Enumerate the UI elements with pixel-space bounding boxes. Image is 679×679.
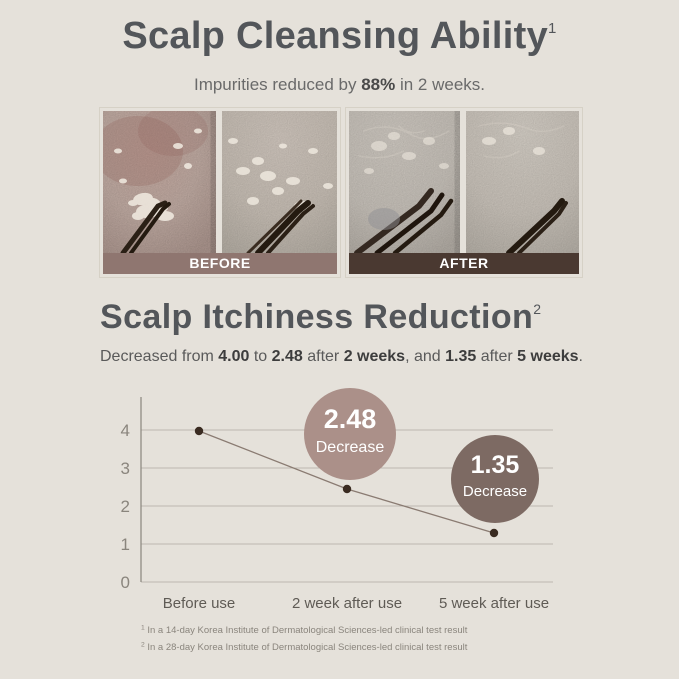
svg-text:3: 3 — [121, 459, 130, 478]
svg-text:2: 2 — [121, 497, 130, 516]
svg-text:Decrease: Decrease — [463, 483, 527, 500]
svg-text:Before use: Before use — [163, 595, 236, 612]
svg-text:1 In a 14-day Korea Institute: 1 In a 14-day Korea Institute of Dermato… — [141, 625, 468, 637]
svg-text:0: 0 — [121, 573, 130, 592]
svg-text:Decrease: Decrease — [316, 439, 385, 456]
svg-text:2 week after use: 2 week after use — [292, 595, 402, 612]
svg-text:5 week after use: 5 week after use — [439, 595, 549, 612]
svg-text:2 In a 28-day Korea Institute: 2 In a 28-day Korea Institute of Dermato… — [141, 642, 468, 654]
svg-text:1: 1 — [121, 535, 130, 554]
svg-text:1.35: 1.35 — [471, 451, 520, 479]
svg-text:4: 4 — [121, 421, 130, 440]
svg-text:2.48: 2.48 — [324, 404, 377, 434]
